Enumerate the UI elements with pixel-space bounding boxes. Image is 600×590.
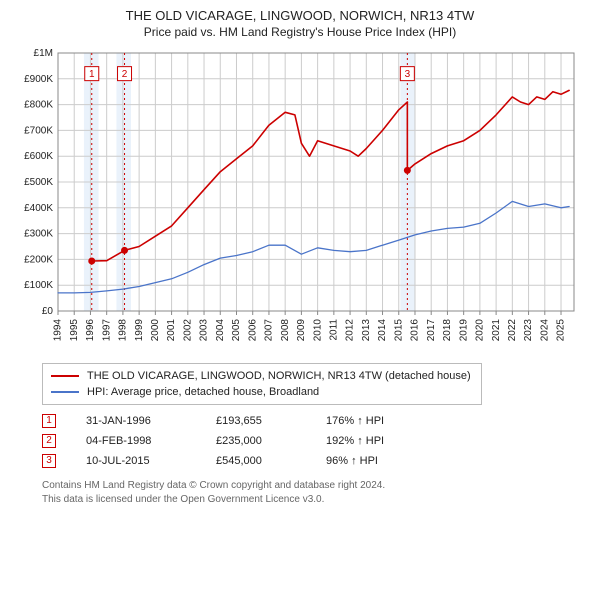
event-price: £235,000 <box>216 431 326 451</box>
svg-text:2019: 2019 <box>458 319 469 342</box>
svg-text:2008: 2008 <box>280 319 291 342</box>
svg-text:£500K: £500K <box>24 177 53 188</box>
svg-text:1: 1 <box>89 69 95 80</box>
footnote: Contains HM Land Registry data © Crown c… <box>42 479 590 506</box>
footnote-line-1: Contains HM Land Registry data © Crown c… <box>42 479 590 493</box>
svg-text:2005: 2005 <box>231 319 242 342</box>
svg-text:2021: 2021 <box>491 319 502 342</box>
event-delta: 192% ↑ HPI <box>326 431 394 451</box>
event-date: 31-JAN-1996 <box>86 411 216 431</box>
svg-text:1998: 1998 <box>118 319 129 342</box>
svg-text:£100K: £100K <box>24 280 53 291</box>
svg-text:£200K: £200K <box>24 254 53 265</box>
svg-text:1997: 1997 <box>101 319 112 342</box>
svg-text:1995: 1995 <box>69 319 80 342</box>
legend: THE OLD VICARAGE, LINGWOOD, NORWICH, NR1… <box>42 363 482 405</box>
svg-text:£0: £0 <box>42 306 54 317</box>
svg-text:£700K: £700K <box>24 125 53 136</box>
svg-text:£400K: £400K <box>24 203 53 214</box>
legend-item: THE OLD VICARAGE, LINGWOOD, NORWICH, NR1… <box>51 368 473 384</box>
events-table: 1 31-JAN-1996£193,655176% ↑ HPI 2 04-FEB-19… <box>42 411 394 471</box>
svg-text:2012: 2012 <box>345 319 356 342</box>
svg-text:2016: 2016 <box>410 319 421 342</box>
svg-text:2: 2 <box>122 69 128 80</box>
event-marker: 2 <box>42 434 56 448</box>
svg-text:2013: 2013 <box>361 319 372 342</box>
legend-swatch <box>51 391 79 393</box>
svg-text:2001: 2001 <box>166 319 177 342</box>
svg-text:2006: 2006 <box>247 319 258 342</box>
svg-text:2011: 2011 <box>328 319 339 341</box>
svg-text:2024: 2024 <box>539 319 550 342</box>
svg-text:2002: 2002 <box>182 319 193 342</box>
legend-label: THE OLD VICARAGE, LINGWOOD, NORWICH, NR1… <box>87 370 471 382</box>
svg-text:2017: 2017 <box>426 319 437 342</box>
chart-title-2: Price paid vs. HM Land Registry's House … <box>10 25 590 39</box>
svg-text:2009: 2009 <box>296 319 307 342</box>
svg-text:2000: 2000 <box>150 319 161 342</box>
event-date: 04-FEB-1998 <box>86 431 216 451</box>
svg-text:2018: 2018 <box>442 319 453 342</box>
svg-text:1996: 1996 <box>85 319 96 342</box>
svg-text:2010: 2010 <box>312 319 323 342</box>
svg-text:2023: 2023 <box>523 319 534 342</box>
svg-text:2007: 2007 <box>264 319 275 342</box>
chart-container: THE OLD VICARAGE, LINGWOOD, NORWICH, NR1… <box>0 0 600 510</box>
event-marker: 3 <box>42 454 56 468</box>
event-date: 10-JUL-2015 <box>86 451 216 471</box>
footnote-line-2: This data is licensed under the Open Gov… <box>42 493 590 507</box>
event-row: 3 10-JUL-2015£545,00096% ↑ HPI <box>42 451 394 471</box>
legend-label: HPI: Average price, detached house, Broa… <box>87 386 319 398</box>
title-block: THE OLD VICARAGE, LINGWOOD, NORWICH, NR1… <box>10 8 590 39</box>
svg-text:£1M: £1M <box>34 48 53 59</box>
svg-text:3: 3 <box>405 69 411 80</box>
svg-text:1999: 1999 <box>134 319 145 342</box>
svg-text:2022: 2022 <box>507 319 518 342</box>
legend-item: HPI: Average price, detached house, Broa… <box>51 384 473 400</box>
svg-text:£800K: £800K <box>24 100 53 111</box>
svg-text:1994: 1994 <box>53 319 64 342</box>
event-price: £193,655 <box>216 411 326 431</box>
legend-swatch <box>51 375 79 377</box>
chart-svg: £0 £100K £200K £300K £400K £500K £600K £700K £80… <box>10 45 590 355</box>
chart: £0 £100K £200K £300K £400K £500K £600K £700K £80… <box>10 45 590 355</box>
event-delta: 176% ↑ HPI <box>326 411 394 431</box>
event-delta: 96% ↑ HPI <box>326 451 394 471</box>
event-marker: 1 <box>42 414 56 428</box>
svg-text:2003: 2003 <box>199 319 210 342</box>
svg-text:2014: 2014 <box>377 319 388 342</box>
chart-title-1: THE OLD VICARAGE, LINGWOOD, NORWICH, NR1… <box>10 8 590 23</box>
svg-text:£600K: £600K <box>24 151 53 162</box>
svg-text:£300K: £300K <box>24 229 53 240</box>
svg-text:2025: 2025 <box>556 319 567 342</box>
event-price: £545,000 <box>216 451 326 471</box>
svg-text:2015: 2015 <box>393 319 404 342</box>
svg-text:2020: 2020 <box>475 319 486 342</box>
svg-text:2004: 2004 <box>215 319 226 342</box>
svg-text:£900K: £900K <box>24 74 53 85</box>
event-row: 2 04-FEB-1998£235,000192% ↑ HPI <box>42 431 394 451</box>
event-row: 1 31-JAN-1996£193,655176% ↑ HPI <box>42 411 394 431</box>
